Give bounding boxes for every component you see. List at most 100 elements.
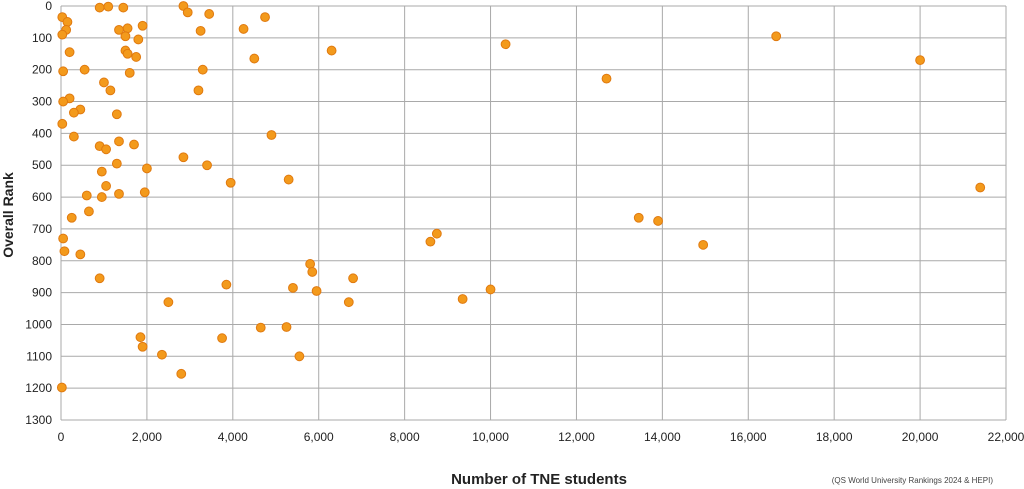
x-tick-labels: 0 2,000 4,000 6,000 8,000 10,000 12,000 14,000 1… (58, 430, 1024, 444)
data-point (103, 1, 114, 12)
data-point (601, 73, 612, 84)
data-point (266, 130, 277, 140)
data-point (57, 29, 68, 40)
y-tick-label: 700 (32, 222, 52, 236)
data-point (84, 206, 94, 217)
x-tick-label: 2,000 (132, 430, 162, 444)
data-point (96, 166, 107, 177)
data-point (99, 77, 109, 88)
data-point (58, 233, 69, 244)
data-point (698, 239, 709, 250)
data-point (81, 190, 92, 201)
data-point (457, 294, 468, 304)
data-point (281, 322, 292, 332)
x-tick-label: 6,000 (304, 430, 334, 444)
data-point (111, 158, 122, 169)
y-tick-label: 1200 (25, 381, 52, 395)
data-point (260, 12, 270, 23)
data-point (249, 53, 260, 64)
y-tick-label: 900 (32, 286, 52, 300)
y-tick-label: 500 (32, 158, 52, 172)
data-point (101, 181, 112, 191)
x-tick-label: 4,000 (218, 430, 248, 444)
x-tick-label: 10,000 (472, 430, 509, 444)
data-point (135, 332, 146, 343)
data-point (225, 177, 236, 188)
data-point (57, 118, 68, 129)
y-tick-label: 1300 (25, 413, 52, 427)
data-point (58, 66, 69, 77)
data-point (137, 341, 148, 352)
y-tick-label: 200 (32, 63, 52, 77)
data-point (255, 322, 266, 333)
data-point (114, 188, 124, 199)
y-tick-labels: 0 100 200 300 400 500 600 700 800 900 1000 1100 1200… (25, 0, 52, 427)
data-point (131, 52, 142, 62)
x-tick-label: 8,000 (390, 430, 420, 444)
y-tick-label: 800 (32, 254, 52, 268)
data-point (66, 212, 77, 223)
y-tick-label: 1100 (26, 349, 52, 363)
data-point (137, 20, 148, 31)
x-axis-label: Number of TNE students (451, 471, 627, 488)
data-point (193, 85, 204, 96)
data-point (142, 163, 152, 174)
x-tick-label: 12,000 (558, 430, 595, 444)
y-tick-label: 1000 (25, 317, 52, 331)
data-point (633, 212, 644, 223)
data-point (221, 279, 232, 290)
y-tick-label: 400 (32, 126, 52, 140)
data-point (68, 107, 79, 118)
source-note: (QS World University Rankings 2024 & HEP… (832, 476, 994, 485)
grid-lines (60, 5, 1007, 421)
data-point (62, 17, 73, 27)
data-point (129, 139, 139, 150)
data-point (96, 192, 107, 202)
data-point (68, 131, 79, 142)
data-point (202, 160, 212, 171)
data-points (56, 1, 986, 393)
data-point (114, 136, 124, 147)
data-point (139, 187, 150, 198)
x-tick-label: 14,000 (644, 430, 681, 444)
data-point (195, 25, 206, 36)
data-point (157, 349, 167, 360)
data-point (118, 2, 129, 13)
data-point (120, 31, 131, 42)
data-point (56, 382, 67, 393)
data-point (348, 273, 358, 284)
data-point (58, 96, 69, 107)
y-tick-label: 300 (32, 95, 52, 109)
data-point (485, 284, 496, 295)
data-point (975, 182, 986, 193)
y-tick-label: 100 (32, 31, 52, 45)
data-point (133, 34, 144, 45)
data-point (653, 216, 663, 226)
x-tick-label: 22,000 (988, 430, 1024, 444)
data-point (64, 47, 75, 58)
data-point (238, 24, 249, 34)
data-point (431, 228, 442, 239)
x-tick-label: 0 (58, 430, 65, 444)
data-point (176, 368, 187, 379)
data-point (101, 144, 112, 155)
data-point (197, 64, 208, 75)
data-point (204, 9, 215, 19)
data-point (343, 297, 354, 308)
y-tick-label: 600 (32, 190, 52, 204)
data-point (163, 297, 174, 308)
data-point (124, 67, 135, 78)
data-point (111, 109, 122, 120)
data-point (305, 259, 316, 269)
data-point (311, 286, 322, 296)
data-point (500, 39, 511, 50)
data-point (294, 351, 305, 362)
data-point (178, 152, 189, 163)
x-tick-label: 18,000 (816, 430, 853, 444)
data-point (122, 23, 133, 34)
y-axis-label: Overall Rank (0, 172, 16, 258)
x-tick-label: 20,000 (902, 430, 939, 444)
data-point (326, 45, 337, 56)
data-point (288, 282, 298, 293)
